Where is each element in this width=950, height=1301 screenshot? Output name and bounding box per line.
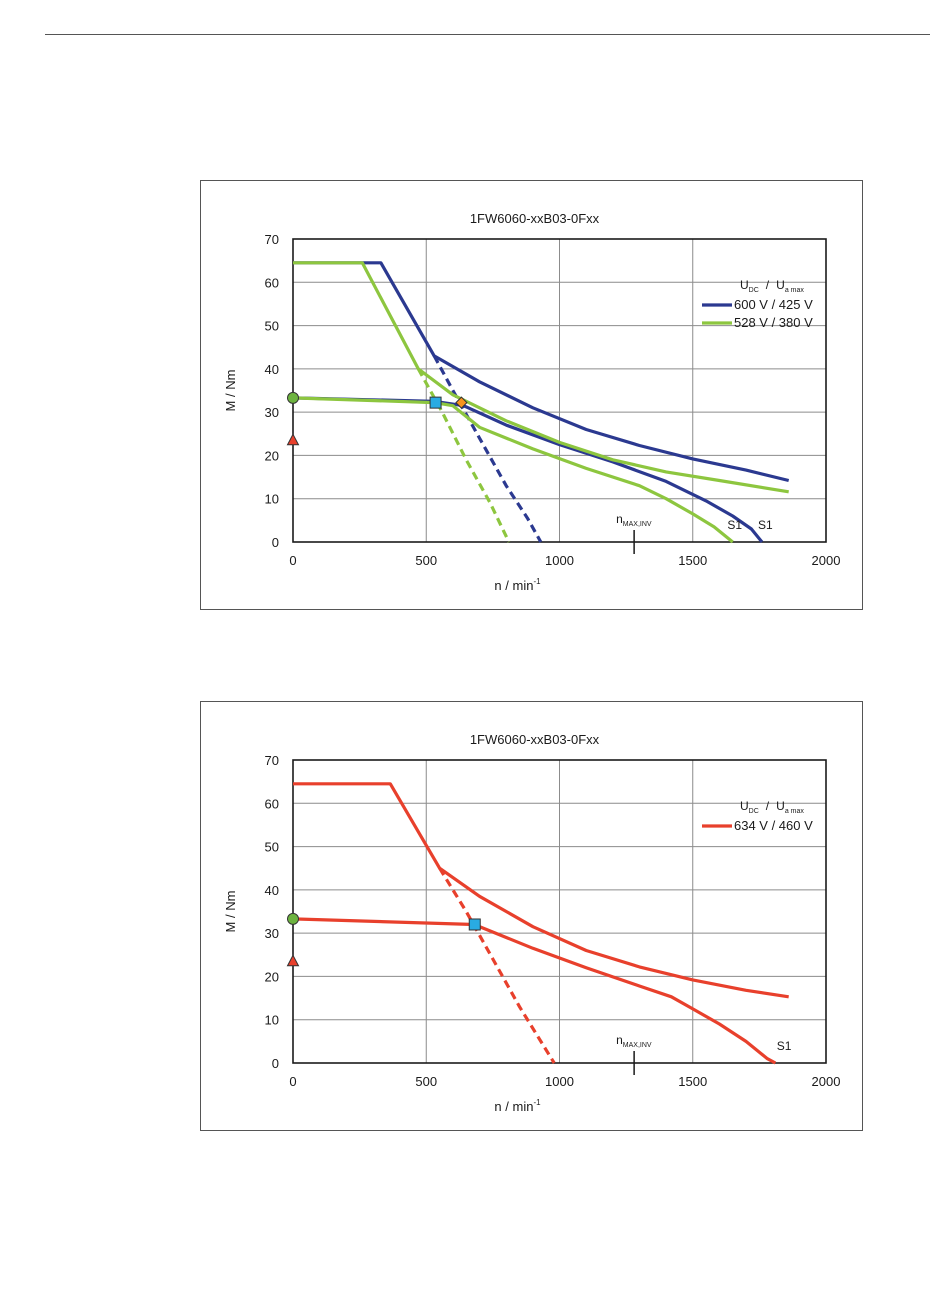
plot-area — [292, 759, 827, 1064]
circle-marker — [287, 391, 299, 404]
nmax-label: nMAX,INV — [616, 512, 652, 528]
y-tick-label: 0 — [272, 1056, 279, 1071]
nmax-label: nMAX,INV — [616, 1033, 652, 1049]
legend-title: UDC / Ua max — [740, 278, 804, 294]
y-tick-label: 40 — [265, 362, 279, 377]
y-tick-label: 20 — [265, 969, 279, 984]
x-axis-label: n / min-1 — [494, 577, 541, 593]
chart-svg: 1FW6060-xxB03-0Fxx 0 500 1000 1500 2000 0 10 20 3… — [223, 732, 841, 1114]
x-tick-label: 2000 — [812, 553, 841, 568]
chart-svg: 1FW6060-xxB03-0Fxx 0 500 1000 1500 2000 0 10 20 3… — [223, 211, 841, 593]
y-tick-label: 70 — [265, 232, 279, 247]
legend-entry: 600 V / 425 V — [734, 297, 813, 312]
x-tick-label: 500 — [415, 553, 437, 568]
y-tick-label: 10 — [265, 1013, 279, 1028]
y-tick-label: 30 — [265, 926, 279, 941]
x-tick-label: 1000 — [545, 1074, 574, 1089]
top-rule — [45, 34, 930, 35]
circle-marker — [287, 912, 299, 925]
legend-title: UDC / Ua max — [740, 799, 804, 815]
y-tick-label: 60 — [265, 275, 279, 290]
y-axis-label: M / Nm — [223, 370, 238, 412]
y-tick-label: 40 — [265, 883, 279, 898]
chart-title: 1FW6060-xxB03-0Fxx — [470, 211, 600, 226]
torque-chart-2: 1FW6060-xxB03-0Fxx 0 500 1000 1500 2000 0 10 20 3… — [200, 701, 863, 1131]
torque-chart-1: 1FW6060-xxB03-0Fxx 0 500 1000 1500 2000 0 10 20 3… — [200, 180, 863, 610]
s1-label: S1 — [758, 518, 773, 532]
series-line — [293, 261, 789, 494]
s1-label: S1 — [777, 1039, 792, 1053]
y-tick-label: 60 — [265, 796, 279, 811]
diamond-marker — [455, 396, 468, 409]
x-tick-label: 1000 — [545, 553, 574, 568]
series-line — [438, 867, 556, 1064]
square-marker — [468, 918, 481, 931]
x-tick-label: 1500 — [678, 553, 707, 568]
chart-title: 1FW6060-xxB03-0Fxx — [470, 732, 600, 747]
triangle-marker — [286, 954, 300, 967]
s1-label: S1 — [727, 518, 742, 532]
legend-entry: 634 V / 460 V — [734, 818, 813, 833]
square-marker — [429, 396, 442, 409]
x-tick-label: 0 — [289, 553, 296, 568]
x-axis-label: n / min-1 — [494, 1098, 541, 1114]
y-tick-label: 10 — [265, 492, 279, 507]
y-axis-label: M / Nm — [223, 891, 238, 933]
plot-area — [292, 238, 827, 543]
x-tick-label: 0 — [289, 1074, 296, 1089]
series-line — [432, 355, 543, 543]
y-tick-label: 0 — [272, 535, 279, 550]
y-tick-label: 50 — [265, 319, 279, 334]
x-tick-label: 500 — [415, 1074, 437, 1089]
series-line — [292, 396, 764, 544]
x-tick-label: 2000 — [812, 1074, 841, 1089]
x-tick-label: 1500 — [678, 1074, 707, 1089]
legend-entry: 528 V / 380 V — [734, 315, 813, 330]
series-line — [292, 917, 777, 1065]
y-tick-label: 50 — [265, 840, 279, 855]
series-line — [292, 396, 734, 544]
y-tick-label: 70 — [265, 753, 279, 768]
y-tick-label: 20 — [265, 448, 279, 463]
series-line — [293, 261, 790, 483]
triangle-marker — [286, 433, 300, 446]
y-tick-label: 30 — [265, 405, 279, 420]
series-line — [293, 782, 789, 999]
